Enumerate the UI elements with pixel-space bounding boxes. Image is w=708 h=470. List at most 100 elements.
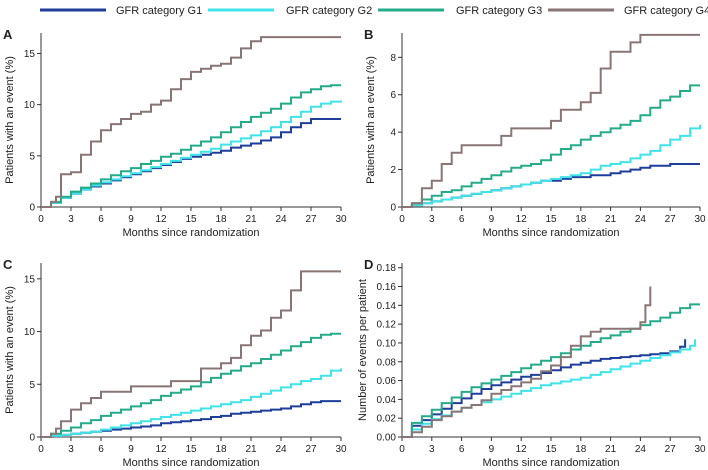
panel-c-series-g2 [41,368,342,438]
legend-label-g45: GFR category G4–5 [624,5,708,17]
panel-d-y-tick-label: 0.00 [377,433,397,444]
legend-label-g3: GFR category G3 [456,5,542,17]
legend: GFR category G1 GFR category G2 GFR cate… [40,5,708,17]
legend-label-g2: GFR category G2 [286,5,372,17]
panel-d-series-g1 [402,339,687,438]
panel-c-x-tick-label: 30 [335,444,347,455]
panel-c-x-tick-label: 24 [275,444,287,455]
panel-a-y-axis-title: Patients with an event (%) [4,56,16,184]
panel-d-y-tick-label: 0.14 [377,301,397,312]
panel-b-x-tick-label: 3 [429,214,435,225]
panel-d-y-axis-title: Number of events per patient [357,279,369,421]
panel-b-y-tick-label: 8 [390,53,396,64]
panel-d-y-tick-label: 0.08 [377,357,397,368]
panel-d-x-tick-label: 0 [399,444,405,455]
panel-b-y-tick-label: 4 [390,128,396,139]
panel-c-x-tick-label: 0 [38,444,44,455]
panel-c-y-tick-label: 10 [24,327,36,338]
panel-b-x-tick-label: 15 [545,214,557,225]
panel-a-y-tick-label: 0 [29,203,35,214]
panel-b-series-g2 [402,124,701,208]
panel-c-x-tick-label: 12 [155,444,167,455]
panel-c-x-tick-label: 18 [215,444,227,455]
panel-c-x-tick-label: 15 [185,444,197,455]
panel-d-x-tick-label: 3 [429,444,435,455]
panel-b-series-g45 [402,33,700,208]
panel-b-x-axis-title: Months since randomization [483,227,620,239]
panel-d-y-tick-label: 0.06 [377,376,397,387]
panel-a-y-tick-label: 5 [29,151,35,162]
panel-c-x-tick-label: 21 [245,444,257,455]
panel-d-x-tick-label: 18 [575,444,587,455]
panel-a: A 0 3 6 9 12 15 18 21 24 27 30 0 5 10 15 Months since ra… [3,27,347,239]
panel-c-series-g3 [41,332,341,438]
panel-a-y-tick-label: 10 [24,100,36,111]
panel-a-x-tick-label: 6 [98,214,104,225]
panel-b-x-tick-label: 27 [665,214,677,225]
panel-a-x-axis-title: Months since randomization [123,227,260,239]
panel-d-series-g45 [402,286,652,438]
panel-c-y-tick-label: 15 [24,274,36,285]
panel-d-x-axis-title: Months since randomization [483,457,620,469]
panel-d-x-tick-label: 30 [694,444,706,455]
panel-d-y-tick-label: 0.10 [377,338,397,349]
panel-a-series-g45 [41,36,341,208]
panel-d-y-tick-label: 0.12 [377,320,397,331]
panel-b-x-tick-label: 0 [399,214,405,225]
panel-a-series-g1 [41,118,341,208]
panel-c-series-g45 [41,270,341,438]
panel-d-x-tick-label: 21 [605,444,617,455]
panel-b-letter: B [364,27,373,42]
panel-a-x-tick-label: 3 [68,214,74,225]
panel-b-x-tick-label: 21 [605,214,617,225]
panel-c-series-g1 [41,400,341,438]
panel-c-letter: C [3,257,13,272]
panel-b-x-tick-label: 12 [516,214,528,225]
panel-c-y-tick-label: 5 [29,380,35,391]
panel-d-x-tick-label: 12 [516,444,528,455]
panel-d-letter: D [364,257,373,272]
panel-b-y-tick-label: 6 [390,90,396,101]
panel-b-y-tick-label: 2 [390,165,396,176]
panel-a-x-tick-label: 0 [38,214,44,225]
panel-c-x-tick-label: 27 [305,444,317,455]
panel-a-x-tick-label: 15 [185,214,197,225]
panel-c-x-axis-title: Months since randomization [123,457,260,469]
panel-d-x-tick-label: 9 [489,444,495,455]
panel-b-series-g1 [402,163,700,208]
panel-d-x-tick-label: 6 [459,444,465,455]
panel-b-x-tick-label: 9 [489,214,495,225]
legend-label-g1: GFR category G1 [116,5,202,17]
panel-b-y-axis-title: Patients with an event (%) [365,56,377,184]
panel-c-x-tick-label: 6 [98,444,104,455]
panel-a-x-tick-label: 12 [155,214,167,225]
panel-d-series-g3 [402,303,700,438]
panel-d-y-tick-label: 0.16 [377,282,397,293]
panel-a-x-tick-label: 21 [245,214,257,225]
panel-d: D 0 3 6 9 12 15 18 21 24 27 30 0.00 0.02 0.04 0.06 0.08 0… [357,257,706,469]
panel-d-y-tick-label: 0.02 [377,414,397,425]
panel-a-x-tick-label: 9 [128,214,134,225]
panel-b-x-tick-label: 18 [575,214,587,225]
panel-c-y-axis-title: Patients with an event (%) [4,286,16,414]
panel-d-x-tick-label: 27 [665,444,677,455]
panel-a-letter: A [3,27,13,42]
panel-a-x-tick-label: 27 [305,214,317,225]
panel-a-x-tick-label: 18 [215,214,227,225]
panel-b-x-tick-label: 24 [635,214,647,225]
panel-d-x-tick-label: 24 [635,444,647,455]
panel-a-y-tick-label: 15 [24,49,36,60]
panel-a-x-tick-label: 24 [275,214,287,225]
panel-c: C 0 3 6 9 12 15 18 21 24 27 30 0 5 10 15 Months since ra… [3,257,347,469]
panel-a-x-tick-label: 30 [335,214,347,225]
panel-d-x-tick-label: 15 [545,444,557,455]
panel-d-y-tick-label: 0.04 [377,395,397,406]
panel-b-x-tick-label: 6 [459,214,465,225]
panel-b-series-g3 [402,84,700,208]
panel-b-y-tick-label: 0 [390,203,396,214]
panel-c-x-tick-label: 9 [128,444,134,455]
panel-c-x-tick-label: 3 [68,444,74,455]
panel-c-y-tick-label: 0 [29,433,35,444]
